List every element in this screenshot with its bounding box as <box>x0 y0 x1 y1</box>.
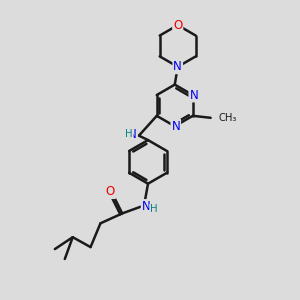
Text: H: H <box>150 204 158 214</box>
Text: N: N <box>173 60 182 73</box>
Text: N: N <box>189 88 198 101</box>
Text: N: N <box>128 128 137 141</box>
Text: O: O <box>173 19 182 32</box>
Text: N: N <box>142 200 150 213</box>
Text: CH₃: CH₃ <box>218 113 237 123</box>
Text: N: N <box>171 120 180 133</box>
Text: O: O <box>106 185 115 198</box>
Text: H: H <box>125 129 133 139</box>
